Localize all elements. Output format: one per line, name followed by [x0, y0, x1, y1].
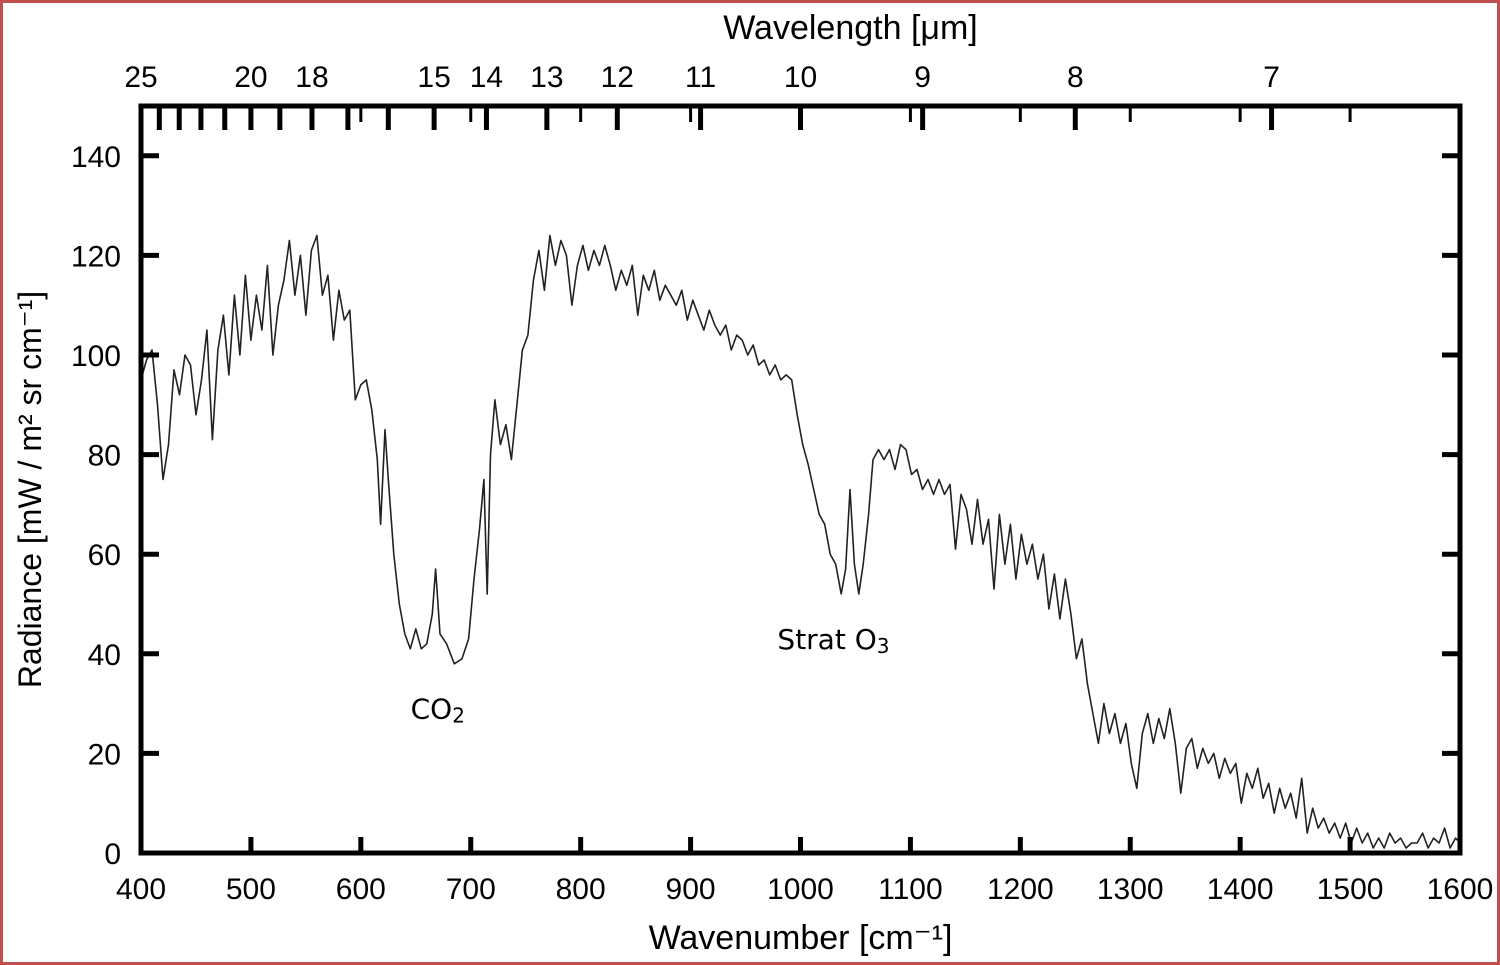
x-axis-title: Wavenumber [cm⁻¹]	[649, 919, 953, 957]
wavelength-tick-label-13: 13	[530, 61, 563, 94]
annotations: CO2 Strat O3	[411, 623, 890, 728]
spectrum-series	[141, 234, 1460, 849]
x-tick-label-1400: 1400	[1207, 873, 1274, 906]
y-tick-label-120: 120	[71, 240, 121, 273]
annotation-0: CO2	[411, 693, 465, 728]
x-tick-label-500: 500	[226, 873, 276, 906]
x-tick-label-1500: 1500	[1317, 873, 1384, 906]
x-tick-label-400: 400	[116, 873, 166, 906]
wavelength-tick-label-7: 7	[1263, 61, 1280, 94]
wavelength-tick-label-18: 18	[295, 61, 328, 94]
y-axis-radiance: 0 20 40 60 80 100 120 140	[71, 141, 1460, 871]
spectrum-line-0	[141, 234, 1460, 849]
y-tick-label-0: 0	[104, 838, 121, 871]
annotation-main-1: Strat O	[777, 623, 876, 656]
x-tick-label-1200: 1200	[987, 873, 1054, 906]
y-tick-label-60: 60	[88, 539, 121, 572]
top-axis-wavelength: 25 20 18 15 14 13 12 11 10 9 8 7	[124, 61, 1280, 130]
x-tick-label-600: 600	[336, 873, 386, 906]
x-axis-wavenumber: 400 500 600 700 800 900 1000 1100 1200 1300 1400 15…	[116, 106, 1493, 906]
x-tick-label-1300: 1300	[1097, 873, 1164, 906]
y-axis-title: Radiance [mW / m² sr cm⁻¹]	[12, 291, 48, 688]
radiance-spectrum-chart: 400 500 600 700 800 900 1000 1100 1200 1300 1400 15…	[12, 9, 1493, 957]
wavelength-tick-label-10: 10	[784, 61, 817, 94]
wavelength-tick-label-12: 12	[601, 61, 634, 94]
y-tick-label-100: 100	[71, 340, 121, 373]
top-axis-title: Wavelength [μm]	[723, 9, 978, 47]
annotation-main-0: CO	[411, 693, 453, 726]
wavelength-tick-label-9: 9	[914, 61, 931, 94]
y-tick-label-20: 20	[88, 738, 121, 771]
wavelength-tick-label-20: 20	[234, 61, 267, 94]
wavelength-tick-label-8: 8	[1067, 61, 1084, 94]
x-tick-label-800: 800	[556, 873, 606, 906]
annotation-sub-0: 2	[452, 704, 465, 728]
annotation-sub-1: 3	[877, 634, 890, 658]
x-tick-label-700: 700	[446, 873, 496, 906]
y-tick-label-40: 40	[88, 639, 121, 672]
annotation-1: Strat O3	[777, 623, 889, 658]
x-tick-label-900: 900	[666, 873, 716, 906]
x-tick-label-1600: 1600	[1427, 873, 1494, 906]
wavelength-tick-label-15: 15	[417, 61, 450, 94]
wavelength-tick-label-14: 14	[470, 61, 503, 94]
x-tick-label-1100: 1100	[878, 873, 943, 906]
wavelength-tick-label-11: 11	[685, 61, 716, 94]
plot-area-border	[138, 103, 1463, 856]
y-tick-label-140: 140	[71, 141, 121, 174]
y-tick-label-80: 80	[88, 440, 121, 473]
x-tick-label-1000: 1000	[767, 873, 834, 906]
wavelength-tick-label-25: 25	[124, 61, 157, 94]
